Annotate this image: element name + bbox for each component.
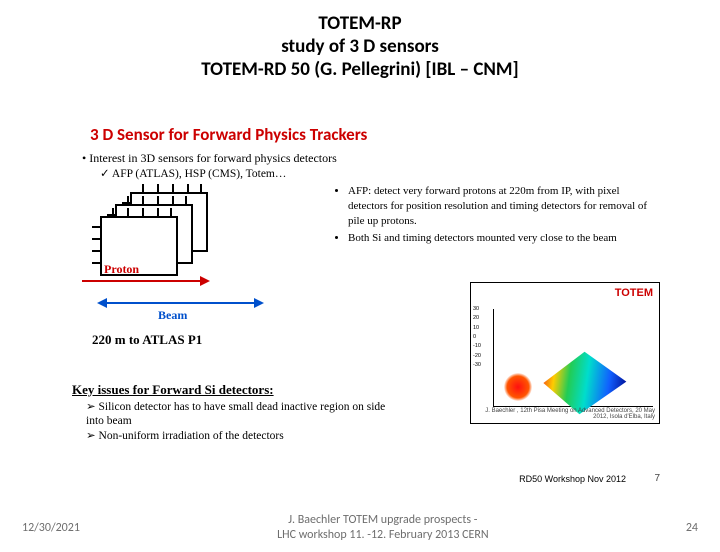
footer-page-number: 24: [686, 521, 698, 535]
slide-title-line2: study of 3 D sensors: [0, 35, 720, 58]
beam-label: Beam: [158, 308, 187, 323]
footer-date: 12/30/2021: [22, 521, 80, 535]
key-issues: Key issues for Forward Si detectors: Sil…: [72, 382, 392, 443]
heatmap-hotspot: [504, 373, 532, 401]
plot-title: TOTEM: [615, 287, 653, 299]
rd50-tag: RD50 Workshop Nov 2012: [519, 474, 626, 484]
detector-diagram: Proton Beam 220 m to ATLAS P1: [72, 184, 332, 374]
atlas-label: 220 m to ATLAS P1: [92, 332, 202, 348]
key-issue-2: Non-uniform irradiation of the detectors: [86, 429, 392, 443]
proton-label: Proton: [104, 262, 139, 277]
plot-yticks: 3020100-10-20-30: [473, 305, 481, 370]
slide-title-line3: TOTEM-RD 50 (G. Pellegrini) [IBL – CNM]: [0, 58, 720, 81]
bullet-intro: Interest in 3D sensors for forward physi…: [82, 151, 662, 166]
key-issues-heading: Key issues for Forward Si detectors:: [72, 382, 392, 398]
slide-title-line1: TOTEM-RP: [0, 12, 720, 35]
footer-line1: J. Baechler TOTEM upgrade prospects -: [288, 513, 477, 527]
check-item: AFP (ATLAS), HSP (CMS), Totem…: [100, 166, 662, 180]
plot-axes: [493, 309, 653, 407]
inner-page-number: 7: [654, 473, 660, 484]
slide-footer: 12/30/2021 J. Baechler TOTEM upgrade pro…: [0, 513, 720, 542]
inner-heading: 3 D Sensor for Forward Physics Trackers: [90, 124, 662, 145]
afp-bullet-2: Both Si and timing detectors mounted ver…: [348, 231, 662, 246]
proton-arrow: [82, 280, 232, 282]
heatmap-diamond: [531, 349, 633, 417]
embedded-slide: 3 D Sensor for Forward Physics Trackers …: [72, 124, 662, 480]
totem-heatmap: TOTEM 3020100-10-20-30 J. Baechler , 12t…: [470, 282, 660, 424]
afp-bullet-1: AFP: detect very forward protons at 220m…: [348, 184, 662, 229]
footer-center: J. Baechler TOTEM upgrade prospects - LH…: [277, 513, 489, 542]
beam-arrow: [106, 302, 276, 304]
plot-credit: J. Baechler , 12th Pisa Meeting on Advan…: [471, 408, 655, 421]
key-issue-1: Silicon detector has to have small dead …: [86, 400, 392, 429]
